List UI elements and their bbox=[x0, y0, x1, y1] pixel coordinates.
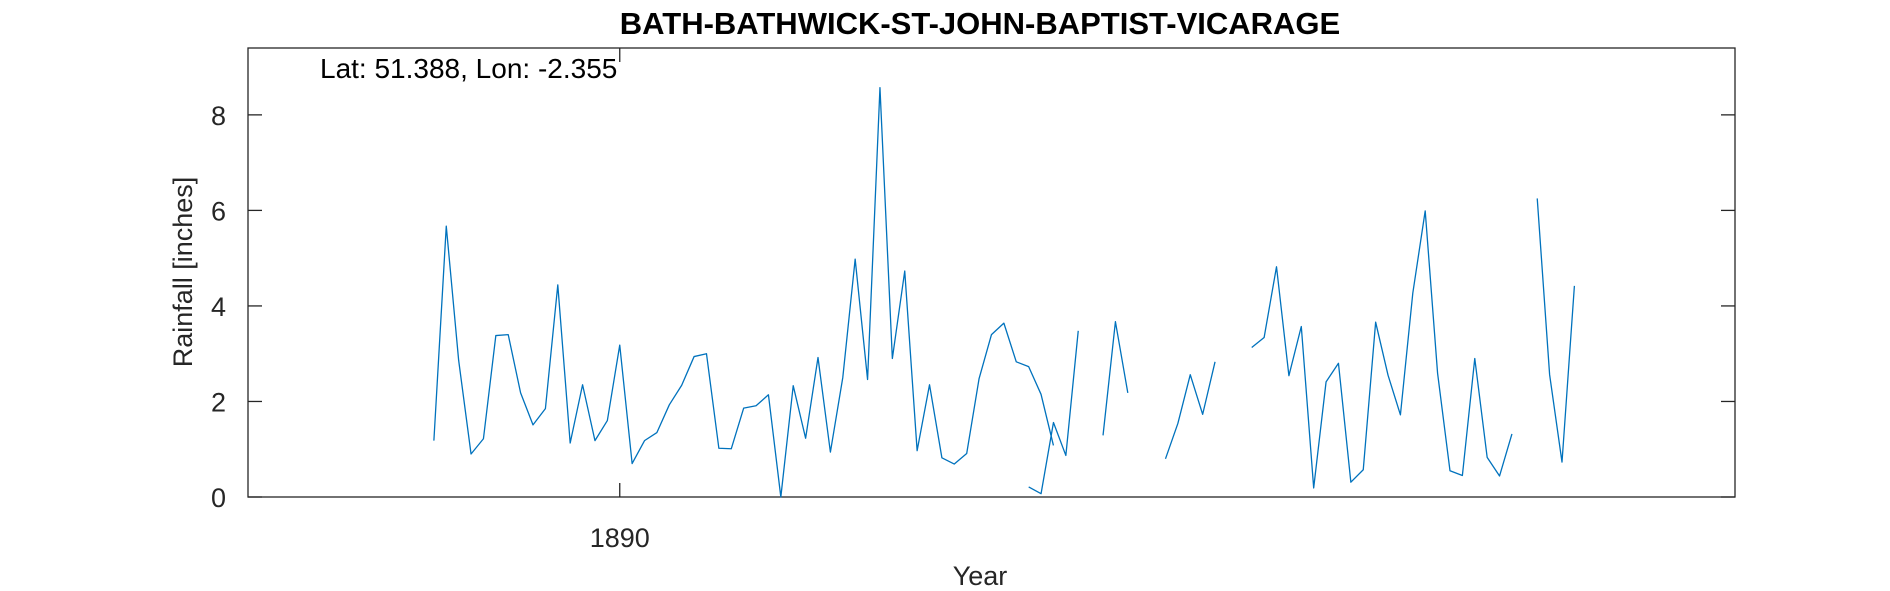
y-tick-label: 0 bbox=[211, 483, 226, 513]
series-line-segment bbox=[1028, 330, 1079, 495]
x-tick-label: 1890 bbox=[590, 523, 650, 553]
plot-frame bbox=[247, 47, 1736, 498]
series-line-segment bbox=[1164, 361, 1216, 460]
chart-title: BATH-BATHWICK-ST-JOHN-BAPTIST-VICARAGE bbox=[620, 6, 1340, 41]
y-tick-label: 6 bbox=[211, 196, 226, 226]
y-axis-label: Rainfall [inches] bbox=[168, 177, 198, 368]
series-line-segment bbox=[1102, 321, 1129, 436]
y-tick-label: 4 bbox=[211, 292, 226, 322]
series-line-segment bbox=[433, 87, 1055, 498]
axis-ticks bbox=[248, 48, 1735, 498]
axis-tick-labels: 0 2 4 6 8 1890 bbox=[211, 101, 650, 553]
y-tick-label: 2 bbox=[211, 387, 226, 417]
x-axis-label: Year bbox=[953, 561, 1008, 591]
series-line-segment bbox=[1251, 210, 1513, 489]
series-rainfall bbox=[433, 87, 1576, 498]
location-annotation: Lat: 51.388, Lon: -2.355 bbox=[320, 53, 617, 84]
series-line-segment bbox=[1536, 198, 1576, 463]
y-tick-label: 8 bbox=[211, 101, 226, 131]
